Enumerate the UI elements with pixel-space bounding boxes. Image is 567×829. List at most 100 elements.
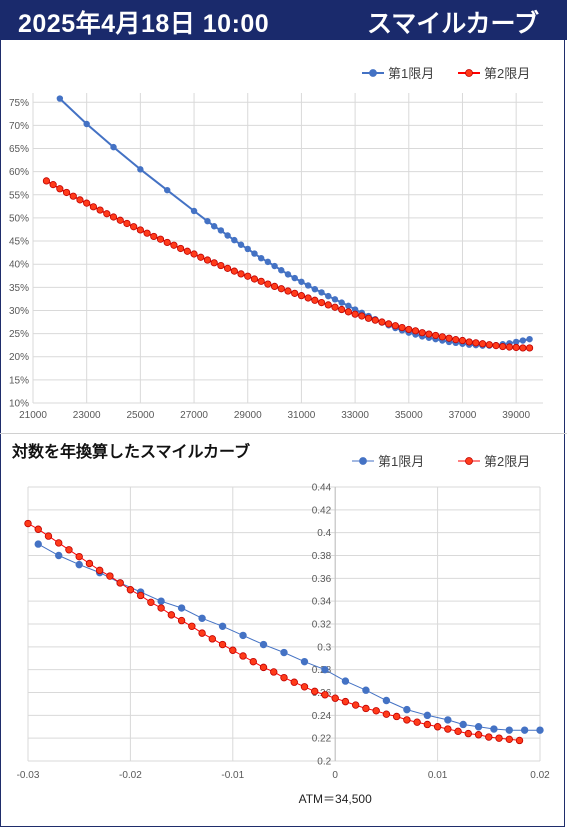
- legend-label-2: 第2限月: [484, 454, 530, 469]
- y-tick-label: 70%: [9, 121, 29, 132]
- smile-curve-chart: 10% 15% 20% 25% 30% 35% 40% 45% 50% 55% 60% 65% 70% 7…: [9, 66, 543, 421]
- data-point: [364, 314, 373, 322]
- y-tick-label: 0.42: [312, 505, 332, 516]
- data-point: [338, 299, 345, 306]
- y-tick-label: 30%: [9, 306, 29, 317]
- data-point: [485, 341, 493, 349]
- data-point: [137, 166, 144, 173]
- data-point: [136, 226, 144, 234]
- x-tick-label: -0.01: [221, 770, 244, 781]
- data-point: [413, 718, 421, 726]
- data-point: [83, 199, 91, 207]
- data-point: [298, 278, 305, 285]
- data-point: [251, 250, 258, 257]
- data-point: [290, 678, 298, 686]
- data-point: [351, 701, 360, 709]
- data-point: [244, 272, 252, 280]
- y-tick-label: 0.38: [312, 551, 332, 562]
- data-point: [505, 343, 514, 351]
- data-point: [411, 327, 420, 335]
- data-point: [231, 236, 238, 244]
- legend-marker-2: [465, 457, 473, 465]
- data-point: [96, 206, 104, 214]
- data-point: [432, 331, 440, 340]
- data-point: [109, 213, 118, 221]
- data-point: [218, 640, 227, 649]
- data-point: [197, 253, 205, 261]
- data-point: [156, 235, 165, 243]
- data-point: [358, 312, 366, 320]
- header-datetime: 2025年4月18日 10:00: [18, 10, 270, 38]
- data-point: [177, 604, 186, 612]
- data-point: [278, 267, 285, 274]
- data-point: [423, 711, 432, 720]
- data-point: [405, 325, 413, 334]
- data-point: [130, 223, 138, 231]
- log-smile-curve-chart: 0.20.220.240.260.280.30.320.340.360.380.…: [17, 454, 551, 806]
- data-point: [392, 712, 401, 721]
- data-point: [103, 210, 111, 218]
- x-tick-label: 33000: [341, 410, 369, 421]
- y-tick-label: 50%: [9, 213, 29, 224]
- data-point: [203, 256, 212, 264]
- data-point: [198, 629, 206, 637]
- y-tick-label: 0.3: [317, 642, 331, 653]
- y-tick-label: 0.32: [312, 620, 332, 631]
- data-point: [512, 338, 520, 346]
- data-point: [505, 735, 513, 744]
- data-point: [304, 282, 312, 289]
- y-tick-label: 0.34: [312, 597, 332, 608]
- data-point: [157, 597, 165, 605]
- data-point: [505, 726, 513, 734]
- data-point: [472, 339, 480, 347]
- data-point: [382, 696, 391, 705]
- data-point: [438, 333, 446, 341]
- data-point: [65, 546, 73, 554]
- data-point: [106, 572, 114, 580]
- data-point: [284, 271, 292, 278]
- trend-line-2: [27, 523, 520, 741]
- data-point: [257, 254, 265, 262]
- y-tick-label: 35%: [9, 283, 29, 294]
- data-point: [515, 736, 524, 745]
- data-point: [351, 310, 359, 318]
- data-point: [204, 217, 211, 225]
- data-point: [237, 270, 245, 278]
- data-point: [344, 308, 352, 316]
- data-point: [391, 322, 399, 330]
- data-point: [526, 335, 533, 343]
- legend-label-2: 第2限月: [484, 66, 530, 81]
- data-point: [183, 247, 191, 255]
- data-point: [423, 720, 432, 729]
- data-point: [284, 287, 292, 295]
- data-point: [55, 539, 63, 547]
- data-point: [300, 657, 309, 666]
- data-point: [250, 275, 259, 283]
- data-point: [425, 330, 433, 338]
- data-point: [338, 305, 346, 314]
- data-point: [190, 207, 198, 215]
- y-tick-label: 55%: [9, 190, 29, 201]
- data-point: [459, 720, 467, 729]
- data-point: [56, 95, 64, 102]
- data-point: [270, 668, 278, 676]
- x-tick-label: -0.03: [17, 770, 40, 781]
- data-point: [458, 336, 467, 345]
- data-point: [110, 143, 117, 151]
- data-point: [362, 686, 370, 694]
- data-point: [217, 227, 225, 234]
- data-point: [188, 622, 196, 630]
- data-point: [143, 229, 151, 237]
- trend-line-1: [37, 543, 540, 731]
- data-point: [520, 726, 529, 734]
- x-tick-label: 39000: [502, 410, 530, 421]
- data-point: [69, 192, 77, 200]
- data-point: [325, 292, 332, 300]
- data-point: [492, 342, 500, 350]
- data-point: [198, 614, 206, 622]
- data-point: [495, 734, 503, 742]
- y-tick-label: 65%: [9, 144, 29, 155]
- data-point: [167, 611, 176, 619]
- header-bar: 2025年4月18日 10:00 スマイルカーブ: [0, 0, 567, 40]
- data-point: [444, 725, 452, 733]
